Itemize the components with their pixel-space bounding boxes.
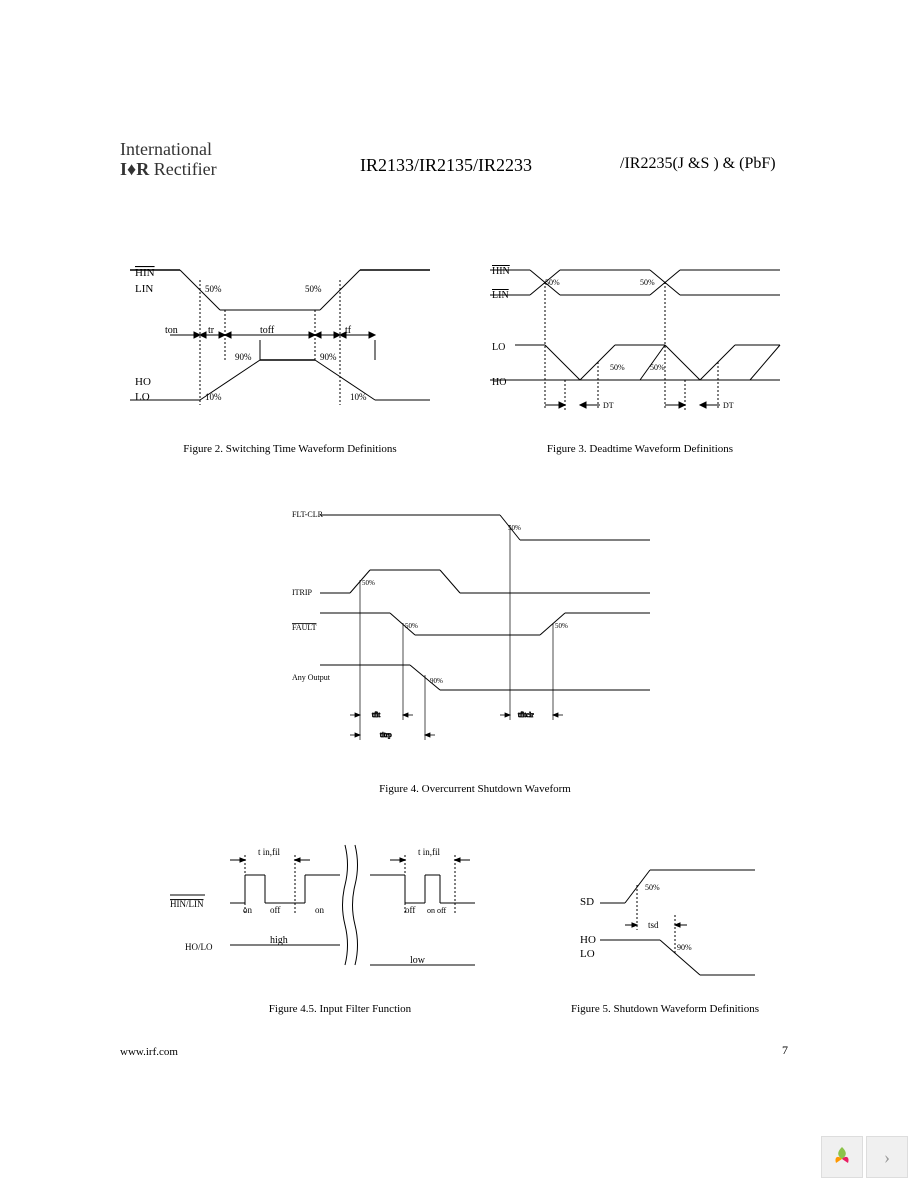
fig3-svg: 50% 50% HIN LIN LO HO xyxy=(490,250,790,430)
fig2-90l: 90% xyxy=(235,352,252,362)
figure-5: SD 50% tsd HO LO 90% Figure 5. Shutdown … xyxy=(555,855,775,1015)
fig5-lo: LO xyxy=(580,948,595,960)
fig3-ho: HO xyxy=(492,377,506,388)
fig4-p50-3: 50% xyxy=(405,622,418,630)
footer-page-number: 7 xyxy=(782,1043,788,1058)
fig45-caption: Figure 4.5. Input Filter Function xyxy=(170,1003,510,1015)
fig45-off1: off xyxy=(270,905,280,915)
next-page-button[interactable]: › xyxy=(866,1136,908,1178)
fig2-hin: HIN xyxy=(135,267,155,279)
footer-url: www.irf.com xyxy=(120,1046,178,1058)
fig2-90r: 90% xyxy=(320,352,337,362)
figure-4-5: HIN/LIN on off on t in,fil xyxy=(170,835,510,1015)
fig2-toff: toff xyxy=(260,325,275,336)
fig3-50-1: 50% xyxy=(545,278,560,287)
fig4-itrip: ITRIP xyxy=(292,588,313,597)
fig3-50-4: 50% xyxy=(650,363,665,372)
fig45-high: high xyxy=(270,935,288,946)
fig4-p50-4: 50% xyxy=(555,622,568,630)
fig45-on1: on xyxy=(243,905,253,915)
fig5-p90: 90% xyxy=(677,943,692,952)
fig5-tsd: tsd xyxy=(648,920,659,930)
figure-4: FLT-CLR 50% ITRIP 50% FAULT 50% 50% Any … xyxy=(290,495,660,795)
fig4-p90: 90% xyxy=(430,677,443,685)
figure-3: 50% 50% HIN LIN LO HO xyxy=(490,250,790,455)
fig45-svg: HIN/LIN on off on t in,fil xyxy=(170,835,510,990)
fig3-lin: LIN xyxy=(492,290,509,301)
fig2-ho: HO xyxy=(135,376,151,388)
fig3-dt2: DT xyxy=(723,401,734,410)
fig2-10r: 10% xyxy=(350,392,367,402)
fig5-p50: 50% xyxy=(645,883,660,892)
fig5-ho: HO xyxy=(580,934,596,946)
fig4-tflt: tflt xyxy=(372,711,380,719)
fig2-50-right: 50% xyxy=(305,284,322,294)
fig3-caption: Figure 3. Deadtime Waveform Definitions xyxy=(490,443,790,455)
fig45-off2: off xyxy=(405,905,415,915)
fig5-sd: SD xyxy=(580,896,594,908)
fig4-titrp: titrp xyxy=(380,731,392,739)
fig2-lo: LO xyxy=(135,391,150,403)
app-icon[interactable] xyxy=(821,1136,863,1178)
logo-line1: International xyxy=(120,139,212,159)
part-number: IR2133/IR2135/IR2233 xyxy=(360,155,532,176)
fig4-tfltclr: tfltclr xyxy=(518,711,534,719)
fig45-hinlin: HIN/LIN xyxy=(170,899,204,909)
fig4-svg: FLT-CLR 50% ITRIP 50% FAULT 50% 50% Any … xyxy=(290,495,660,770)
figure-2: 50% 50% HIN LIN to xyxy=(130,250,450,455)
fig2-svg: 50% 50% HIN LIN to xyxy=(130,250,450,430)
fig4-caption: Figure 4. Overcurrent Shutdown Waveform xyxy=(290,783,660,795)
logo-line2: Rectifier xyxy=(154,159,217,179)
fig3-50-3: 50% xyxy=(610,363,625,372)
fig45-low: low xyxy=(410,955,426,966)
fig45-tinfl1: t in,fil xyxy=(258,847,280,857)
fig4-fltclr: FLT-CLR xyxy=(292,510,324,519)
fig3-lo: LO xyxy=(492,342,505,353)
fig2-tf: tf xyxy=(345,325,352,336)
part-suffix: /IR2235(J &S ) & (PbF) xyxy=(620,155,776,173)
fig2-caption: Figure 2. Switching Time Waveform Defini… xyxy=(130,443,450,455)
fig2-lin: LIN xyxy=(135,283,153,295)
fig4-p50-2: 50% xyxy=(362,579,375,587)
fig2-ton: ton xyxy=(165,325,178,336)
fig2-10l: 10% xyxy=(205,392,222,402)
chevron-right-icon: › xyxy=(884,1147,890,1168)
fig3-50-2: 50% xyxy=(640,278,655,287)
fig45-holo: HO/LO xyxy=(185,942,213,952)
fig4-fault: FAULT xyxy=(292,623,317,632)
fig3-hin: HIN xyxy=(492,266,510,277)
fig2-tr: tr xyxy=(208,325,215,336)
fig4-anyout: Any Output xyxy=(292,673,331,682)
fig45-onoff: on off xyxy=(427,906,447,915)
datasheet-page: International I♦R Rectifier IR2133/IR213… xyxy=(0,0,918,1188)
fig5-svg: SD 50% tsd HO LO 90% xyxy=(555,855,775,990)
fig45-tinfl2: t in,fil xyxy=(418,847,440,857)
fig3-dt1: DT xyxy=(603,401,614,410)
fig2-50-left: 50% xyxy=(205,284,222,294)
fig45-on2: on xyxy=(315,905,325,915)
fig5-caption: Figure 5. Shutdown Waveform Definitions xyxy=(555,1003,775,1015)
